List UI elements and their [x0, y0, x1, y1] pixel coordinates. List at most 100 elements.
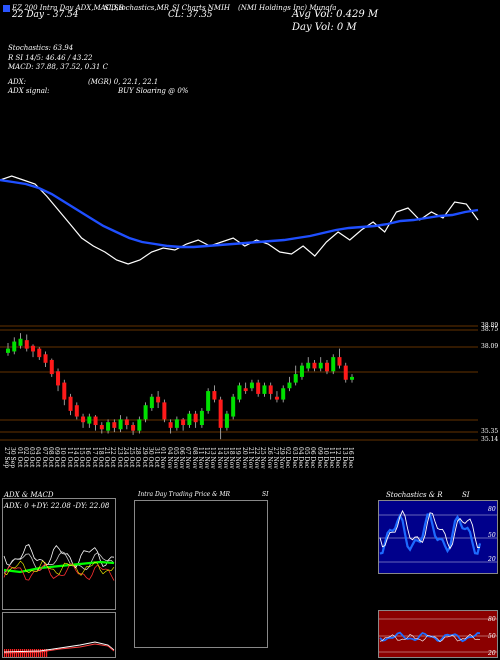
macd-readout: MACD: 37.88, 37.52, 0.31 C	[8, 63, 108, 71]
rsi-tick-50: 50	[488, 633, 496, 640]
candle-body	[293, 374, 298, 383]
rsi-readout: R SI 14/5: 46.46 / 43.22	[8, 54, 93, 62]
candle-body	[249, 382, 254, 389]
candle-body	[68, 396, 73, 411]
candle-body	[74, 405, 79, 417]
mrsi-line	[379, 633, 481, 643]
candle-body	[62, 382, 67, 400]
header-segment-1: SI,Stochastics,MR	[104, 4, 170, 12]
candle-body	[268, 385, 273, 394]
candle-body	[99, 425, 104, 430]
header-segment-2: SI Charts NMIH	[172, 4, 230, 12]
candle-body	[274, 396, 279, 400]
macd-histogram-bar	[22, 649, 24, 657]
adx-panel-values: ADX: 0 +DY: 22.08 -DY: 22.08	[4, 502, 110, 510]
candle-body	[312, 362, 317, 369]
price-label-2: 38.09	[481, 343, 499, 350]
macd-histogram-bar	[34, 649, 36, 657]
macd-histogram-bar	[30, 649, 32, 657]
header-segment-3: (NMI Holdings Inc) Munafa	[238, 4, 337, 12]
candle-body	[187, 413, 192, 426]
price-label-1: 38.75	[481, 326, 499, 333]
rsi-line	[379, 631, 481, 643]
price-label-4: 35.14	[481, 436, 499, 443]
candle-body	[237, 385, 242, 400]
intraday-panel-title: Intra Day Trading Price & MR	[138, 491, 231, 498]
candle-body	[256, 382, 261, 394]
adx-white-line-2	[3, 551, 115, 573]
candle-body	[212, 391, 217, 400]
candle-body	[143, 405, 148, 420]
candle-body	[318, 362, 323, 369]
candle-body	[124, 419, 129, 426]
candle-body	[149, 396, 154, 409]
candle-body	[93, 416, 98, 426]
adx-green-line	[3, 560, 115, 574]
macd-histogram-bar	[20, 649, 22, 657]
stoch-tick-20: 20	[488, 556, 496, 563]
candle-body	[49, 359, 54, 375]
rsi-tick-20: 20	[488, 650, 496, 657]
candle-body	[106, 422, 111, 431]
candle-body	[299, 365, 304, 377]
macd-histogram-bar	[40, 649, 42, 657]
candle-body	[331, 357, 336, 372]
candle-body	[12, 341, 17, 352]
adx-readout: ADX:	[8, 78, 27, 86]
stoch-tick-80: 80	[488, 506, 496, 513]
macd-histogram-bar	[46, 649, 48, 657]
ticker-legend-icon	[3, 5, 10, 12]
stochastics-panel	[378, 500, 498, 574]
mgr-readout: (MGR) 0, 22.1, 22.1	[88, 78, 159, 86]
candle-body	[24, 340, 29, 349]
candle-body	[231, 396, 236, 417]
candle-body	[37, 348, 42, 358]
stoch-tick-50: 50	[488, 532, 496, 539]
candle-body	[43, 354, 48, 363]
macd-histogram-bar	[36, 649, 38, 657]
adx-panel	[2, 498, 116, 610]
macd-line	[3, 641, 115, 653]
candle-body	[224, 413, 229, 428]
rsi-tick-80: 80	[488, 616, 496, 623]
macd-histogram-bar	[28, 649, 30, 657]
candle-body	[168, 422, 173, 428]
adx-signal-readout: ADX signal:	[8, 87, 50, 95]
candle-body	[243, 388, 248, 392]
adx-white-line-1	[3, 543, 115, 569]
candle-body	[350, 376, 354, 380]
candle-body	[87, 416, 92, 424]
stochastics-panel-title: Stochastics & R	[386, 491, 443, 499]
avg-volume: Avg Vol: 0.429 M	[292, 9, 379, 20]
candle-body	[31, 345, 36, 352]
candle-body	[112, 422, 117, 428]
candle-body	[324, 362, 329, 372]
macd-histogram-bar	[24, 649, 26, 657]
header-segment-2-0: 22 Day - 37.54	[12, 10, 79, 20]
macd-histogram-bar	[42, 649, 44, 657]
candle-body	[118, 419, 123, 430]
candle-body	[343, 365, 348, 380]
candle-body	[281, 388, 286, 400]
candle-body	[162, 402, 167, 420]
adx-macd-panel-title: ADX & MACD	[4, 491, 54, 499]
candle-body	[18, 338, 23, 346]
stochastic-k-line	[379, 513, 482, 555]
candle-body	[306, 362, 311, 369]
candle-body	[287, 382, 292, 389]
stochastic-d-line	[379, 509, 481, 550]
day-volume: Day Vol: 0 M	[292, 22, 357, 33]
candle-body	[218, 399, 223, 428]
buy-signal-readout: BUY Sloaring @ 0%	[118, 87, 189, 95]
price-label-3: 35.35	[481, 428, 499, 435]
candle-body	[56, 371, 61, 386]
macd-signal-line	[3, 643, 115, 654]
intraday-panel	[134, 500, 268, 648]
candle-body	[262, 385, 267, 394]
candle-body	[199, 410, 204, 426]
candle-body	[156, 396, 161, 403]
price-label-0: 38.89	[481, 322, 499, 329]
candle-body	[181, 419, 186, 426]
